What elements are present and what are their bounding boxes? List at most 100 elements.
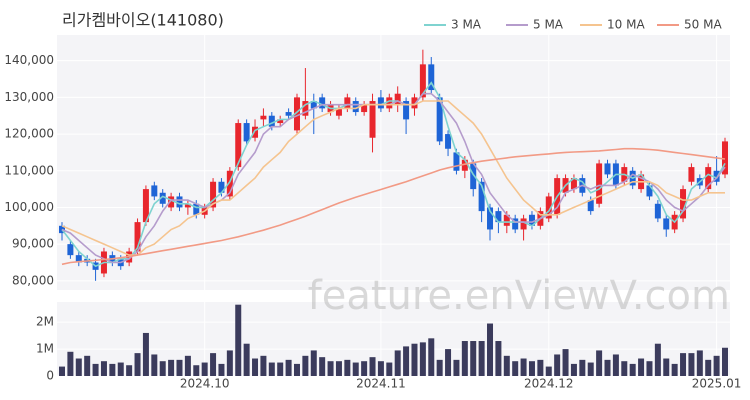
legend-label: 3 MA bbox=[451, 18, 482, 32]
candle-body bbox=[268, 115, 275, 127]
volume-bar bbox=[629, 363, 636, 376]
volume-bar bbox=[260, 355, 267, 376]
volume-bar bbox=[302, 355, 309, 376]
volume-bar bbox=[126, 365, 133, 376]
volume-bar bbox=[184, 355, 191, 376]
candle-body bbox=[528, 214, 535, 226]
volume-bar bbox=[226, 350, 233, 376]
volume-bar bbox=[386, 362, 393, 376]
volume-bar bbox=[235, 304, 242, 376]
volume-bar bbox=[478, 341, 485, 376]
volume-bar bbox=[680, 353, 687, 376]
candle-body bbox=[176, 196, 183, 208]
volume-bar bbox=[252, 358, 259, 376]
volume-bar bbox=[176, 359, 183, 376]
y-tick-label: 0 bbox=[46, 369, 54, 383]
candle-body bbox=[478, 181, 485, 212]
candle-body bbox=[403, 101, 410, 120]
volume-bar bbox=[361, 361, 368, 376]
marks bbox=[57, 35, 730, 377]
candle-body bbox=[218, 181, 225, 193]
candle-body bbox=[503, 214, 510, 226]
candle-body bbox=[285, 112, 292, 116]
volume-bar bbox=[319, 357, 326, 376]
volume-bar bbox=[596, 350, 603, 376]
candle-body bbox=[193, 203, 200, 215]
volume-bar bbox=[495, 341, 502, 376]
volume-bar bbox=[100, 361, 107, 376]
volume-bar bbox=[503, 355, 510, 376]
candle-body bbox=[428, 64, 435, 91]
volume-bar bbox=[142, 332, 149, 376]
volume-bar bbox=[411, 343, 418, 376]
candle-body bbox=[461, 159, 468, 171]
volume-bar bbox=[344, 359, 351, 376]
volume-bar bbox=[210, 353, 217, 376]
candle-body bbox=[570, 178, 577, 190]
candle-body bbox=[436, 97, 443, 142]
volume-bar bbox=[545, 366, 552, 376]
volume-bar bbox=[638, 358, 645, 376]
candle-body bbox=[596, 163, 603, 204]
candle-body bbox=[235, 123, 242, 168]
candle-body bbox=[688, 167, 695, 182]
x-tick-label: 2025.01 bbox=[692, 377, 742, 391]
candle-body bbox=[75, 255, 82, 263]
volume-bar bbox=[453, 359, 460, 376]
candle-body bbox=[453, 152, 460, 171]
volume-bar bbox=[109, 363, 116, 376]
candle-body bbox=[587, 200, 594, 212]
volume-bar bbox=[243, 343, 250, 376]
volume-bar bbox=[310, 350, 317, 376]
volume-bar bbox=[277, 362, 284, 376]
volume-bar bbox=[75, 358, 82, 376]
volume-bar bbox=[394, 350, 401, 376]
volume-bar bbox=[461, 341, 468, 376]
candle-body bbox=[184, 203, 191, 208]
candle-body bbox=[369, 101, 376, 138]
volume-bar bbox=[117, 362, 124, 376]
candle-body bbox=[252, 126, 259, 138]
candle-body bbox=[604, 163, 611, 175]
candle-body bbox=[159, 192, 166, 204]
candle-body bbox=[495, 211, 502, 223]
volume-bar bbox=[646, 361, 653, 376]
volume-bar bbox=[151, 354, 158, 376]
volume-bar bbox=[377, 361, 384, 376]
candle-body bbox=[487, 207, 494, 230]
candle-body bbox=[419, 64, 426, 98]
candle-body bbox=[151, 185, 158, 197]
y-tick-label: 2M bbox=[36, 315, 54, 329]
volume-bar bbox=[604, 359, 611, 376]
candle-body bbox=[445, 134, 452, 149]
candle-body bbox=[646, 185, 653, 197]
candle-body bbox=[67, 244, 74, 256]
volume-bar bbox=[59, 366, 65, 376]
candle-body bbox=[302, 101, 309, 116]
candle-body bbox=[134, 222, 141, 252]
x-tick-label: 2024.11 bbox=[356, 377, 406, 391]
y-tick-label: 90,000 bbox=[12, 237, 54, 251]
volume-bar bbox=[520, 358, 527, 376]
y-tick-label: 120,000 bbox=[4, 127, 54, 141]
candle-body bbox=[713, 170, 720, 182]
volume-bar bbox=[428, 338, 435, 376]
volume-bar bbox=[512, 361, 519, 376]
volume-bar bbox=[436, 359, 443, 376]
volume-bar bbox=[92, 363, 99, 376]
candle-body bbox=[470, 163, 477, 190]
candle-body bbox=[168, 196, 175, 208]
candle-body bbox=[512, 218, 519, 230]
volume-bar bbox=[159, 361, 166, 376]
legend-label: 5 MA bbox=[533, 18, 564, 32]
candle-body bbox=[394, 93, 401, 105]
volume-bar bbox=[654, 343, 661, 376]
volume-bar bbox=[268, 362, 275, 376]
candle-body bbox=[520, 218, 527, 230]
candle-body bbox=[293, 97, 300, 131]
volume-bar bbox=[84, 355, 91, 376]
volume-bar bbox=[285, 359, 292, 376]
volume-bar bbox=[722, 347, 728, 376]
candle-body bbox=[226, 170, 233, 197]
